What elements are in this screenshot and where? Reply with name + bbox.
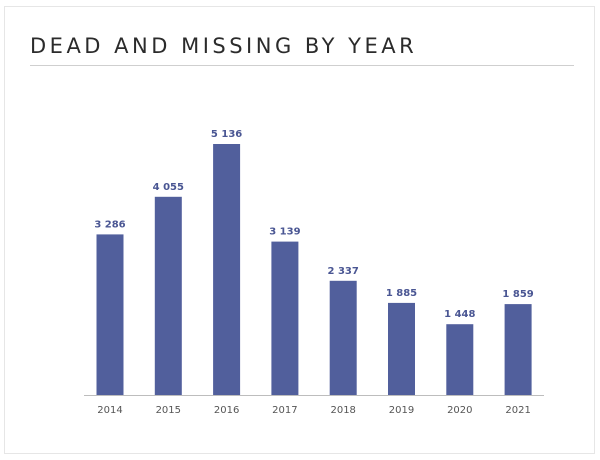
x-tick-label: 2014 <box>97 405 122 416</box>
x-tick-label: 2021 <box>505 405 530 416</box>
x-tick-label: 2017 <box>272 405 297 416</box>
x-tick-label: 2016 <box>214 405 239 416</box>
bar-2015 <box>154 196 182 395</box>
bar-2019 <box>388 302 415 395</box>
bar-2018 <box>329 280 357 395</box>
chart-title: DEAD AND MISSING BY YEAR <box>30 34 418 58</box>
x-tick-label: 2019 <box>389 405 414 416</box>
bar-value-label: 1 859 <box>502 289 533 300</box>
bar-value-label: 2 337 <box>328 266 359 277</box>
bar-value-label: 3 139 <box>269 227 300 238</box>
title-divider <box>30 65 574 66</box>
bar-2020 <box>446 324 474 395</box>
x-tick-label: 2015 <box>156 405 181 416</box>
bar-value-label: 4 055 <box>153 182 184 193</box>
bar-2021 <box>504 304 532 395</box>
x-tick-label: 2018 <box>330 405 355 416</box>
bar-value-label: 3 286 <box>94 219 125 230</box>
bar-2014 <box>96 234 124 395</box>
x-tick-label: 2020 <box>447 405 472 416</box>
bar-value-label: 1 885 <box>386 288 417 299</box>
bar-2017 <box>271 241 299 395</box>
bar-value-label: 5 136 <box>211 129 242 140</box>
bar-2016 <box>213 144 241 395</box>
bar-value-label: 1 448 <box>444 309 475 320</box>
